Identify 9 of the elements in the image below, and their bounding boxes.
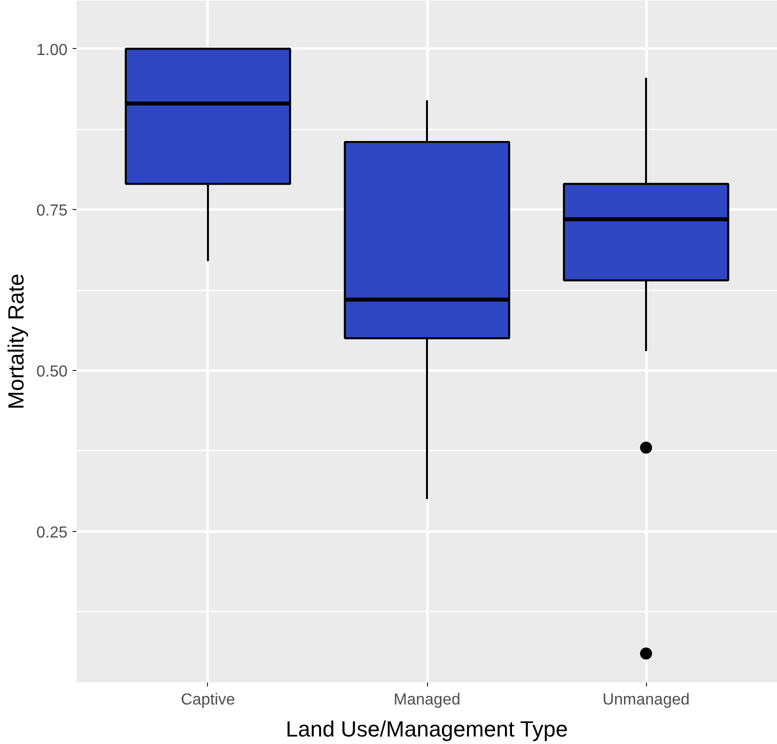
y-tick-label: 0.50 bbox=[36, 363, 68, 380]
y-tick-label: 0.25 bbox=[36, 524, 68, 542]
x-axis-title: Land Use/Management Type bbox=[286, 716, 568, 742]
x-tick-label: Managed bbox=[394, 692, 460, 708]
y-axis-title: Mortality Rate bbox=[3, 274, 28, 410]
x-tick-label: Unmanaged bbox=[602, 692, 690, 708]
y-tick-label: 0.75 bbox=[36, 202, 68, 220]
x-tick-label: Captive bbox=[180, 692, 236, 708]
y-tick-label: 1.00 bbox=[36, 42, 68, 59]
